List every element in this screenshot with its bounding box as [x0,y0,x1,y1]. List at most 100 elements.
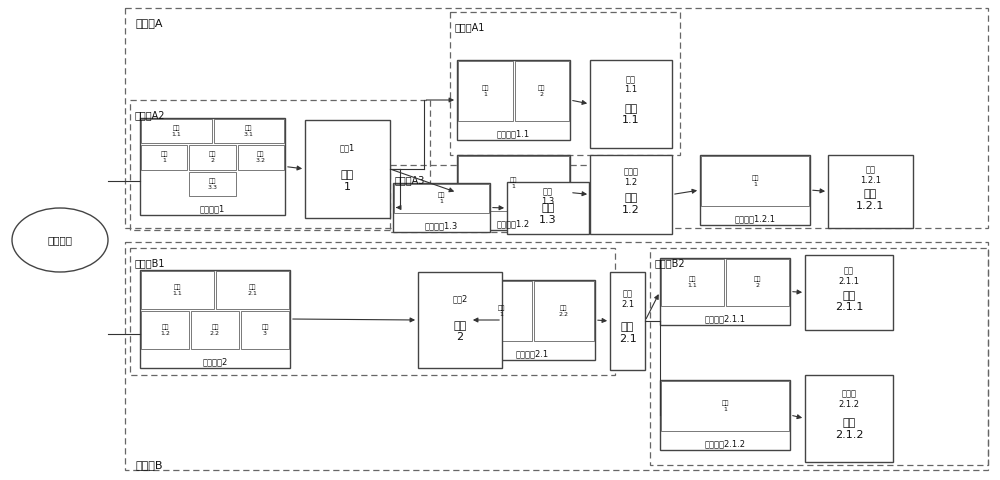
Bar [393,183,490,232]
Text: 请求指令1: 请求指令1 [200,204,225,213]
Text: 事件
2.1.2: 事件 2.1.2 [835,418,863,440]
Bar [189,145,236,169]
Text: 接口
1.1: 接口 1.1 [171,125,181,137]
Bar [470,280,595,360]
Bar [305,120,390,218]
Text: 事务流B1: 事务流B1 [135,258,166,268]
Text: 事件
1: 事件 1 [341,170,354,192]
Bar [394,184,489,213]
Text: 请求指令2: 请求指令2 [202,357,228,366]
Bar [701,156,809,206]
Text: 事件
2.1.1: 事件 2.1.1 [835,291,863,312]
Text: 请求指令1.1: 请求指令1.1 [497,129,530,138]
Bar [828,155,913,228]
Text: 实体1: 实体1 [340,143,355,152]
Bar [450,12,680,155]
Text: 接口
1: 接口 1 [498,305,505,317]
Bar [610,272,645,370]
Text: 情景域B: 情景域B [135,460,162,470]
Text: 接口
2.1: 接口 2.1 [248,284,257,296]
Text: 请求指令1.2: 请求指令1.2 [497,219,530,228]
Bar [125,242,988,470]
Text: 请求指令1.3: 请求指令1.3 [425,221,458,230]
Bar [125,8,988,228]
Bar [507,182,589,234]
Bar [130,248,615,375]
Bar [457,60,570,140]
Bar [418,272,502,368]
Bar [458,61,512,121]
Text: 实体
2.1.1: 实体 2.1.1 [838,266,860,286]
Text: 事件
2.1: 事件 2.1 [619,322,636,344]
Bar [661,381,789,431]
Bar [141,271,214,309]
Text: 请求指令2.1.1: 请求指令2.1.1 [704,314,746,323]
Bar [534,281,594,341]
Bar [660,258,790,325]
Bar [650,248,988,465]
Bar [457,155,570,230]
Bar [216,271,289,309]
Bar [214,119,284,144]
Bar [458,156,569,211]
Bar [140,270,290,368]
Bar [660,380,790,450]
Bar [590,60,672,148]
Text: 接口
1: 接口 1 [721,400,729,412]
Bar [390,165,595,232]
Text: 事务流A3: 事务流A3 [395,175,425,185]
Text: 事件
2: 事件 2 [453,321,467,342]
Text: 事务流A2: 事务流A2 [135,110,166,120]
Bar [141,119,212,144]
Text: 接口
1.2: 接口 1.2 [160,324,170,336]
Text: 事件
1.3: 事件 1.3 [539,204,557,225]
Text: 接口
2: 接口 2 [209,152,216,163]
Text: 事件
1.2.1: 事件 1.2.1 [856,190,885,211]
Bar [130,100,430,230]
Bar [514,61,569,121]
Bar [141,145,187,169]
Ellipse shape [12,208,108,272]
Text: 接口
2: 接口 2 [538,85,546,96]
Text: 接口
3.1: 接口 3.1 [244,125,254,137]
Bar [661,259,724,306]
Text: 事务流B2: 事务流B2 [655,258,686,268]
Bar [238,145,284,169]
Text: 事件
1.2: 事件 1.2 [622,193,640,215]
Text: 请求指令2.1.2: 请求指令2.1.2 [704,439,746,448]
Text: 接口
2.2: 接口 2.2 [559,305,569,317]
Bar [471,281,532,341]
Bar [141,311,189,349]
Bar [700,155,810,225]
Text: 请求指令1.2.1: 请求指令1.2.1 [734,214,776,223]
Text: 接口
1: 接口 1 [160,152,168,163]
Text: 接口
1.1: 接口 1.1 [173,284,182,296]
Text: 实体
2.1: 实体 2.1 [621,290,634,309]
Bar [805,255,893,330]
Text: 接口
1: 接口 1 [751,175,759,187]
Text: 接口
2: 接口 2 [754,277,761,288]
Text: 实体2: 实体2 [452,294,468,303]
Text: 接口
1: 接口 1 [438,193,445,204]
Text: 实体
1.2.1: 实体 1.2.1 [860,166,881,185]
Bar [805,375,893,462]
Text: 接口
3.2: 接口 3.2 [256,152,266,163]
Bar [241,311,289,349]
Bar [189,172,236,196]
Text: 请求指令2.1: 请求指令2.1 [516,349,549,358]
Text: 事务流A1: 事务流A1 [455,22,485,32]
Text: 接口
1: 接口 1 [482,85,489,96]
Text: 情景域A: 情景域A [135,18,162,28]
Text: 实体
1.1: 实体 1.1 [624,75,638,95]
Text: 值对象
1.2: 值对象 1.2 [624,168,639,187]
Text: 接口
3: 接口 3 [261,324,269,336]
Text: 事件
1.1: 事件 1.1 [622,104,640,125]
Bar [191,311,239,349]
Text: 接口
3.3: 接口 3.3 [208,178,218,190]
Text: 初始事件: 初始事件 [48,235,72,245]
Text: 接口
1: 接口 1 [510,178,517,189]
Text: 接口
1.1: 接口 1.1 [688,277,697,288]
Bar [140,118,285,215]
Text: 接口
2.2: 接口 2.2 [210,324,220,336]
Text: 实体
1.3: 实体 1.3 [541,187,555,206]
